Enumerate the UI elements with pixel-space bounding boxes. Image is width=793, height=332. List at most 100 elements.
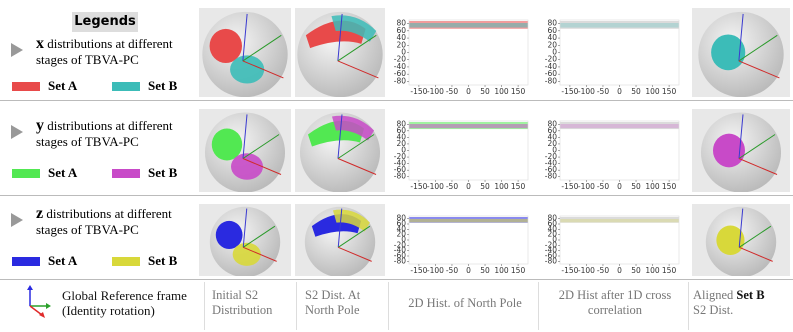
x-tick-label: 100 [494, 182, 509, 191]
sphere-image [199, 204, 291, 276]
axis-x [338, 246, 372, 262]
plot-frame [408, 19, 529, 86]
legend-label: Set B [148, 78, 178, 93]
y-tick-label: -60 [545, 165, 557, 174]
y-tick-label: -80 [545, 172, 557, 181]
y-tick-label: 0 [401, 48, 406, 57]
caption-aligned-text: Aligned [693, 288, 734, 302]
triangle [11, 43, 23, 57]
row-description: x distributions at different stages of T… [36, 36, 206, 68]
legend-label: Set B [148, 165, 178, 180]
axis-x [242, 158, 282, 175]
sphere-image [692, 8, 790, 97]
axis-y [242, 34, 282, 62]
x-tick-label: 50 [631, 266, 641, 275]
x-tick-label: -100 [427, 87, 444, 96]
y-tick-label: 60 [547, 219, 557, 228]
x-tick-label: -50 [597, 87, 609, 96]
axis-z [337, 208, 343, 248]
row-description: y distributions at different stages of T… [36, 118, 206, 150]
variable: y [36, 117, 44, 134]
caption-hist-cc: 2D Hist after 1D cross correlation [558, 288, 672, 317]
y-tick-label: 60 [396, 219, 406, 228]
axis-y [242, 225, 276, 248]
scatter-band [409, 219, 528, 223]
x-tick-label: 150 [511, 87, 526, 96]
x-tick-label: -50 [446, 87, 458, 96]
y-tick-label: -40 [394, 62, 406, 71]
sphere-image [295, 204, 385, 276]
x-tick-label: 0 [466, 266, 471, 275]
legend-label: Set B [148, 253, 178, 268]
x-tick-label: 150 [662, 182, 677, 191]
y-tick-label: -80 [545, 256, 557, 265]
patch-b [331, 115, 375, 141]
patch-b [712, 133, 746, 168]
scatter-band [409, 23, 528, 28]
scatter-band [560, 124, 679, 129]
plot-frame [408, 215, 529, 265]
patch-b [230, 153, 264, 180]
x-tick-label: 50 [631, 87, 641, 96]
x-tick-label: -150 [410, 182, 427, 191]
axis-x [738, 60, 780, 79]
row-marker [11, 43, 23, 57]
y-tick-label: -20 [545, 55, 557, 64]
patch-a [211, 128, 243, 161]
plot-frame [559, 215, 680, 265]
description: distributions at different stages of TBV… [36, 36, 173, 67]
axis-y [337, 134, 375, 159]
caption-frame: Global Reference frame (Identity rotatio… [62, 288, 187, 318]
divider [0, 279, 793, 280]
y-tick-label: 20 [396, 230, 406, 239]
scatter-band [560, 21, 679, 29]
legend-item: Set A [12, 165, 77, 181]
x-tick-label: 50 [480, 87, 490, 96]
legend-item: Set A [12, 78, 77, 94]
axis-x [337, 60, 379, 79]
x-tick-label: 50 [480, 266, 490, 275]
x-tick-label: 50 [631, 182, 641, 191]
legend-label: Set A [48, 253, 78, 268]
legend-swatch [12, 256, 40, 266]
axis-z [242, 13, 248, 61]
y-tick-label: 80 [396, 119, 406, 128]
scatter-band [560, 23, 679, 28]
scatter-band [560, 219, 679, 223]
row-marker [11, 213, 23, 227]
variable: z [36, 205, 44, 222]
row-marker [11, 125, 23, 139]
y-tick-label: -80 [394, 76, 406, 85]
plot-frame [408, 120, 529, 181]
x-tick-label: 100 [494, 266, 509, 275]
x-tick-label: -100 [427, 182, 444, 191]
axis-z [738, 114, 744, 159]
legend-item: Set B [112, 78, 177, 94]
sphere-image [295, 109, 385, 192]
patch-b [711, 34, 746, 71]
description: distributions at different stages of TBV… [36, 206, 172, 237]
y-tick-label: 40 [547, 33, 557, 42]
x-tick-label: 150 [662, 87, 677, 96]
axis-x [243, 246, 277, 262]
y-tick-label: 0 [552, 146, 557, 155]
y-tick-label: -40 [545, 159, 557, 168]
patch-a [215, 220, 243, 250]
y-tick-label: -20 [394, 55, 406, 64]
y-tick-label: 40 [396, 132, 406, 141]
description: distributions at different stages of TBV… [36, 118, 173, 149]
y-tick-label: -80 [394, 172, 406, 181]
legend-swatch [12, 81, 40, 91]
patch-a [209, 28, 243, 64]
axis-z [738, 208, 744, 248]
axis-y [337, 225, 371, 248]
patch-b [232, 242, 261, 266]
scatter-band [560, 217, 679, 223]
axis-y [738, 34, 778, 62]
legend-swatch [112, 168, 140, 178]
y-tick-label: 80 [547, 119, 557, 128]
legends-title: Legends [72, 12, 138, 32]
scatter-band [560, 122, 679, 130]
axis-x [739, 246, 773, 262]
